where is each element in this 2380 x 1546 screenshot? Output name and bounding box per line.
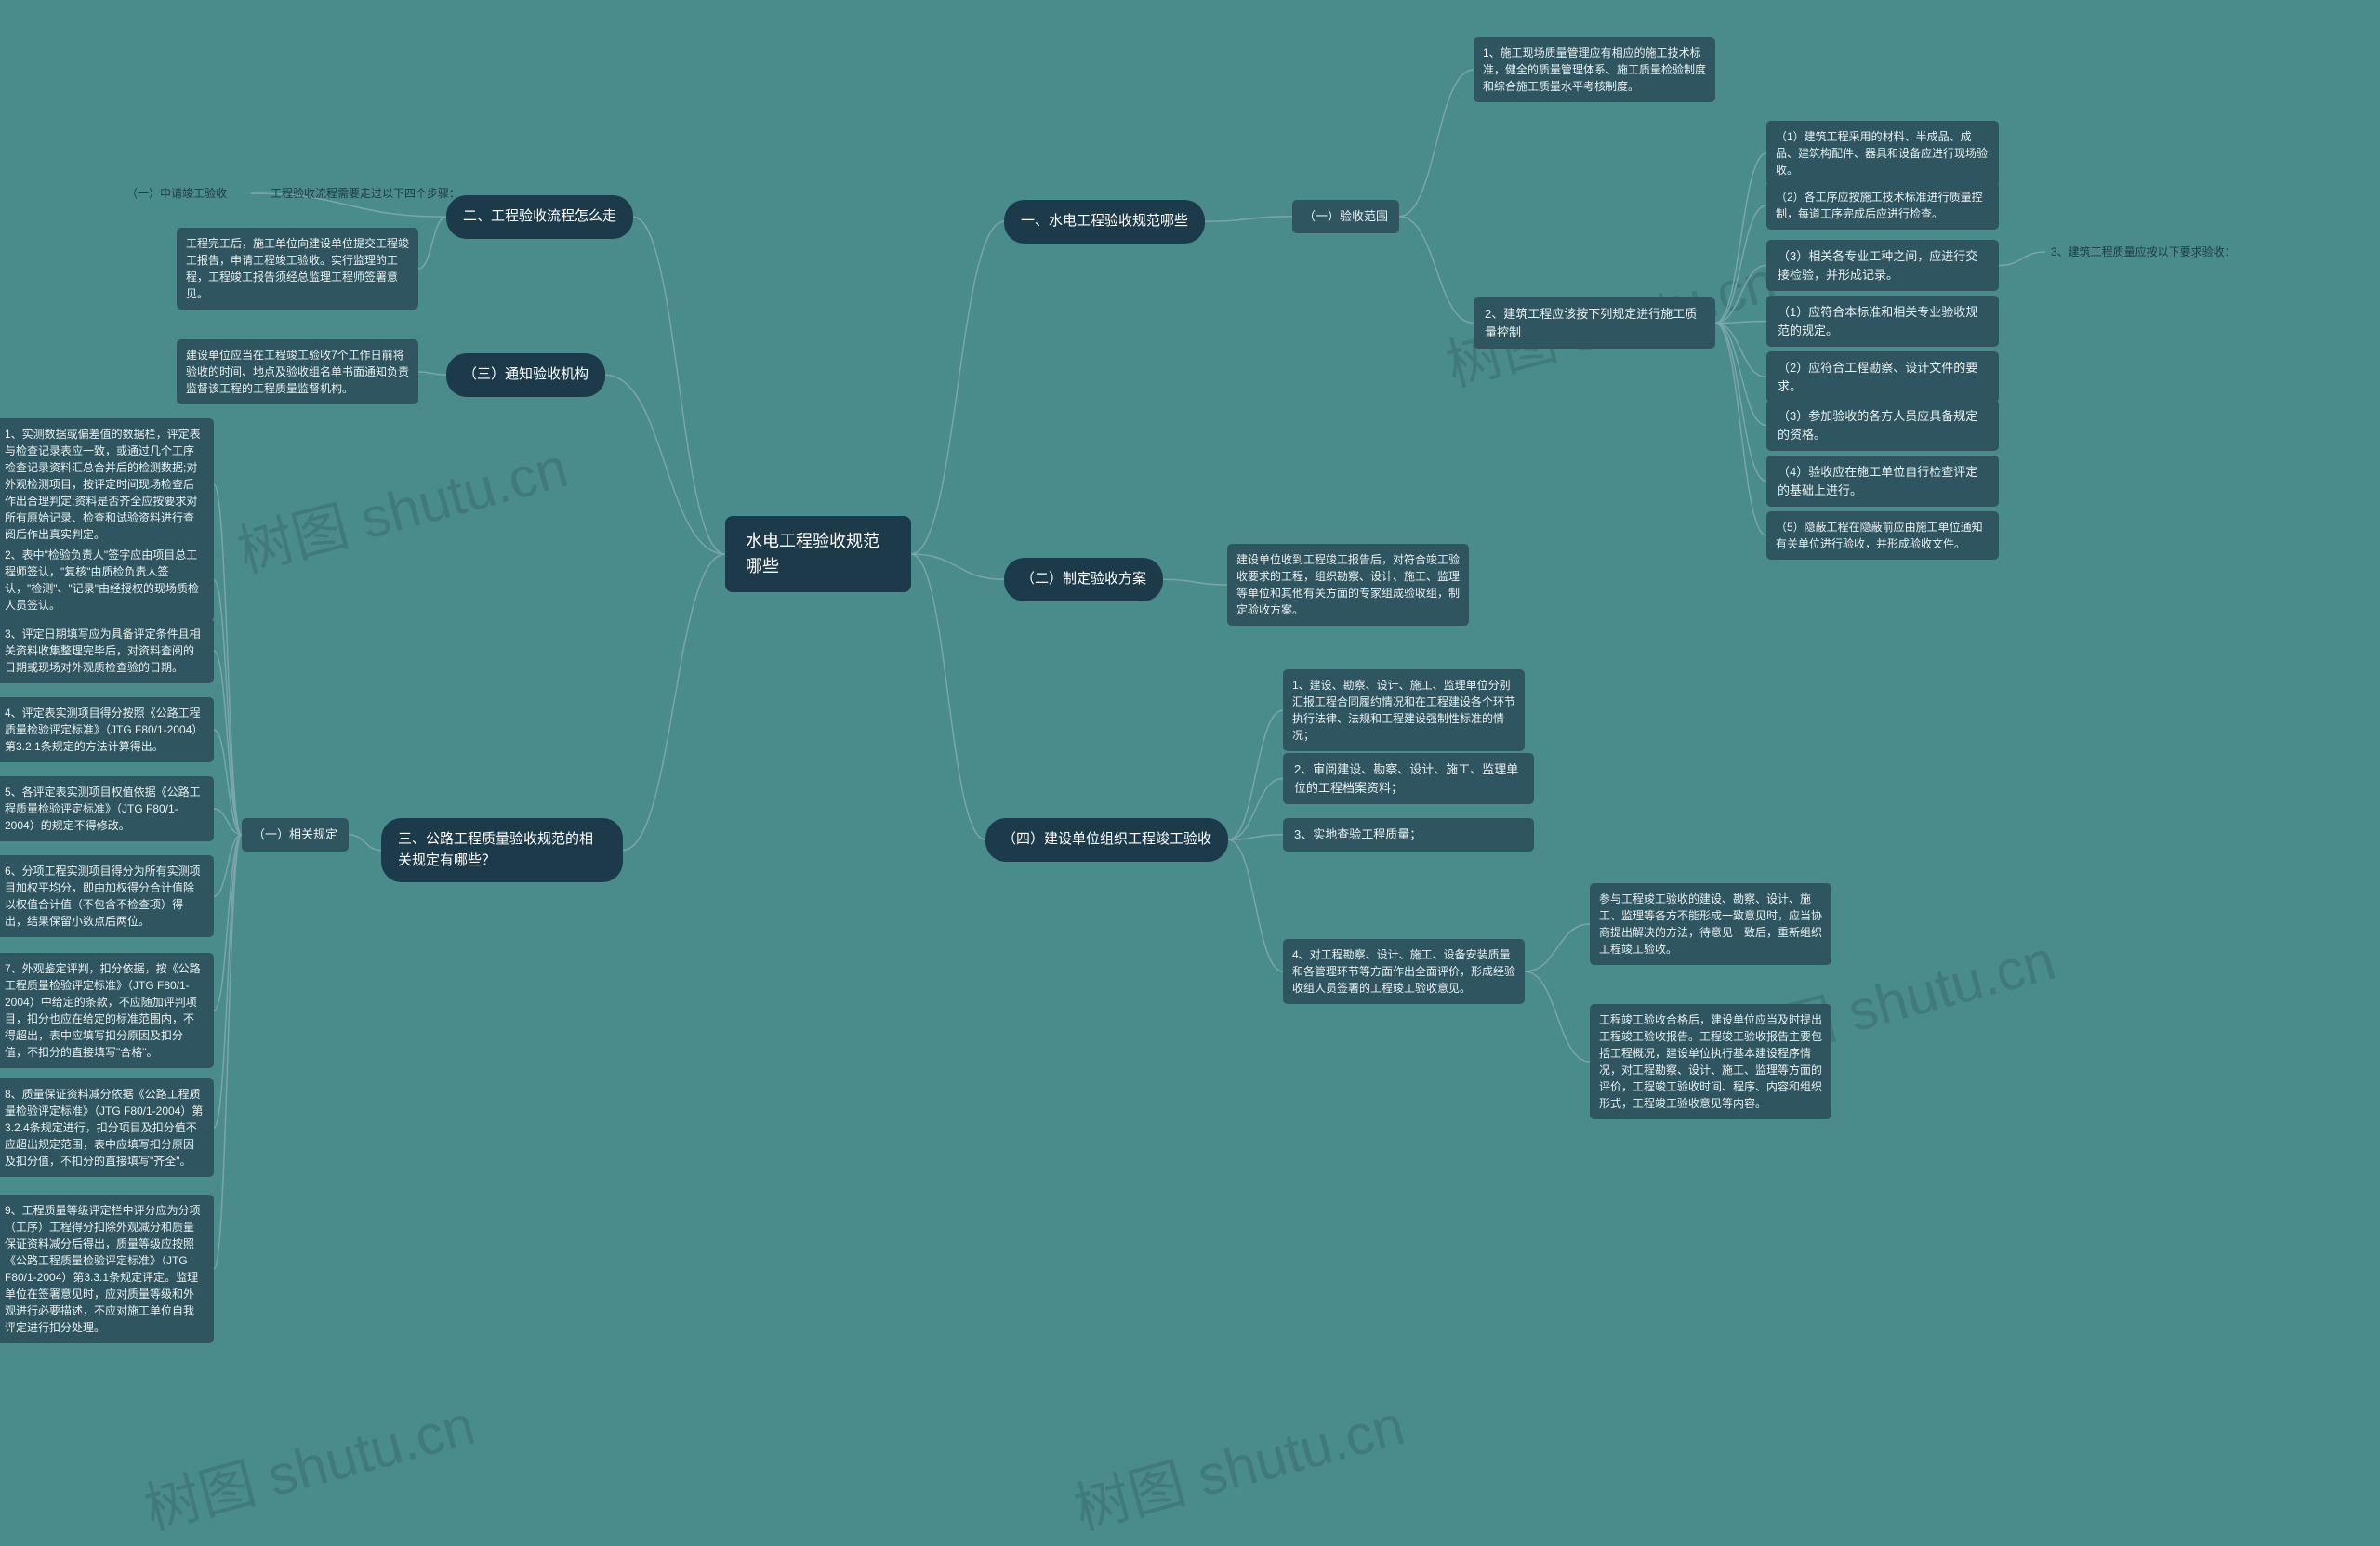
mindmap-node-b1_s2_2[interactable]: （2）各工序应按施工技术标准进行质量控制，每道工序完成后应进行检查。 bbox=[1766, 181, 1999, 230]
mindmap-node-root[interactable]: 水电工程验收规范哪些 bbox=[725, 516, 911, 592]
edge bbox=[349, 835, 381, 851]
mindmap-node-b1_scope[interactable]: （一）验收范围 bbox=[1292, 200, 1399, 233]
mindmap-node-b_plan_1[interactable]: 建设单位收到工程竣工报告后，对符合竣工验收要求的工程，组织勘察、设计、施工、监理… bbox=[1227, 544, 1469, 626]
mindmap-node-b_org_3[interactable]: 3、实地查验工程质量； bbox=[1283, 818, 1534, 852]
edge bbox=[1228, 839, 1283, 971]
edge bbox=[1399, 70, 1474, 217]
mindmap-node-b_notify[interactable]: （三）通知验收机构 bbox=[446, 353, 605, 397]
mindmap-node-b1_q3[interactable]: 3、建筑工程质量应按以下要求验收： bbox=[2045, 240, 2259, 264]
mindmap-node-b1_s2_5[interactable]: （2）应符合工程勘察、设计文件的要求。 bbox=[1766, 351, 1999, 403]
mindmap-node-b_org_1[interactable]: 1、建设、勘察、设计、施工、监理单位分别汇报工程合同履约情况和在工程建设各个环节… bbox=[1283, 669, 1525, 751]
edge bbox=[1205, 217, 1292, 222]
edge bbox=[1399, 217, 1474, 324]
edge bbox=[1715, 324, 1766, 536]
mindmap-node-r6[interactable]: 6、分项工程实测项目得分为所有实测项目加权平均分，即由加权得分合计值除以权值合计… bbox=[0, 855, 214, 937]
mindmap-node-b1_s2_7[interactable]: （4）验收应在施工单位自行检查评定的基础上进行。 bbox=[1766, 456, 1999, 507]
mindmap-node-b1_s1[interactable]: 1、施工现场质量管理应有相应的施工技术标准，健全的质量管理体系、施工质量检验制度… bbox=[1474, 37, 1715, 102]
edge bbox=[214, 835, 242, 1269]
mindmap-node-r4[interactable]: 4、评定表实测项目得分按照《公路工程质量检验评定标准》（JTG F80/1-20… bbox=[0, 697, 214, 762]
mindmap-node-b1_s2_3[interactable]: （3）相关各专业工种之间，应进行交接检验，并形成记录。 bbox=[1766, 240, 1999, 291]
mindmap-node-b1[interactable]: 一、水电工程验收规范哪些 bbox=[1004, 200, 1205, 244]
mindmap-node-b1_s2_4[interactable]: （1）应符合本标准和相关专业验收规范的规定。 bbox=[1766, 296, 1999, 347]
mindmap-node-b_notify_1[interactable]: 建设单位应当在工程竣工验收7个工作日前将验收的时间、地点及验收组名单书面通知负责… bbox=[177, 339, 418, 404]
edge bbox=[911, 554, 985, 839]
mindmap-node-b_road[interactable]: 三、公路工程质量验收规范的相关规定有哪些？ bbox=[381, 818, 623, 882]
edge bbox=[1525, 924, 1590, 971]
edge bbox=[1715, 153, 1766, 324]
mindmap-node-b_org_4a[interactable]: 参与工程竣工验收的建设、勘察、设计、施工、监理等各方不能形成一致意见时，应当协商… bbox=[1590, 883, 1831, 965]
mindmap-node-r3[interactable]: 3、评定日期填写应为具备评定条件且相关资料收集整理完毕后，对资料查阅的日期或现场… bbox=[0, 618, 214, 683]
edge bbox=[1228, 779, 1283, 840]
edge bbox=[1999, 252, 2045, 266]
mindmap-node-b_flow_b[interactable]: 工程完工后，施工单位向建设单位提交工程竣工报告，申请工程竣工验收。实行监理的工程… bbox=[177, 228, 418, 310]
mindmap-node-b_org_2[interactable]: 2、审阅建设、勘察、设计、施工、监理单位的工程档案资料； bbox=[1283, 753, 1534, 804]
edge bbox=[623, 554, 725, 851]
mindmap-node-r5[interactable]: 5、各评定表实测项目权值依据《公路工程质量检验评定标准》（JTG F80/1-2… bbox=[0, 776, 214, 841]
mindmap-node-r1[interactable]: 1、实测数据或偏差值的数据栏，评定表与检查记录表应一致，或通过几个工序检查记录资… bbox=[0, 418, 214, 550]
mindmap-node-b_org_4b[interactable]: 工程竣工验收合格后，建设单位应当及时提出工程竣工验收报告。工程竣工验收报告主要包… bbox=[1590, 1004, 1831, 1119]
edge bbox=[1715, 205, 1766, 324]
mindmap-node-b_org_4[interactable]: 4、对工程勘察、设计、施工、设备安装质量和各管理环节等方面作出全面评价，形成经验… bbox=[1283, 939, 1525, 1004]
mindmap-node-b_flow[interactable]: 二、工程验收流程怎么走 bbox=[446, 195, 633, 239]
mindmap-node-b_org[interactable]: （四）建设单位组织工程竣工验收 bbox=[985, 818, 1228, 862]
edge bbox=[911, 221, 1004, 554]
edge bbox=[1163, 579, 1227, 585]
edge bbox=[605, 375, 725, 554]
edge bbox=[214, 651, 242, 835]
edge bbox=[214, 835, 242, 1128]
mindmap-node-b_plan[interactable]: （二）制定验收方案 bbox=[1004, 558, 1163, 601]
edge bbox=[911, 554, 1004, 579]
mindmap-node-r2[interactable]: 2、表中"检验负责人"签字应由项目总工程师签认，"复核"由质检负责人签认，"检测… bbox=[0, 539, 214, 621]
edge bbox=[1715, 324, 1766, 426]
mindmap-node-r7[interactable]: 7、外观鉴定评判，扣分依据，按《公路工程质量检验评定标准》（JTG F80/1-… bbox=[0, 953, 214, 1068]
edge bbox=[214, 580, 242, 835]
mindmap-node-r9[interactable]: 9、工程质量等级评定栏中评分应为分项（工序）工程得分扣除外观减分和质量保证资料减… bbox=[0, 1195, 214, 1343]
edge bbox=[418, 217, 446, 269]
edge bbox=[1228, 710, 1283, 839]
mindmap-node-b1_s2_1[interactable]: （1）建筑工程采用的材料、半成品、成品、建筑构配件、器具和设备应进行现场验收。 bbox=[1766, 121, 1999, 186]
mindmap-node-b1_s2_6[interactable]: （3）参加验收的各方人员应具备规定的资格。 bbox=[1766, 400, 1999, 451]
mindmap-node-r8[interactable]: 8、质量保证资料减分依据《公路工程质量检验评定标准》（JTG F80/1-200… bbox=[0, 1078, 214, 1177]
mindmap-node-b_road_rel[interactable]: （一）相关规定 bbox=[242, 818, 349, 852]
edge bbox=[1715, 266, 1766, 324]
mindmap-node-b_flow_a[interactable]: （一）申请竣工验收 bbox=[121, 181, 251, 205]
mindmap-node-b1_s2[interactable]: 2、建筑工程应该按下列规定进行施工质量控制 bbox=[1474, 297, 1715, 349]
edge bbox=[1525, 971, 1590, 1062]
mindmap-node-b_flow_a1[interactable]: 工程验收流程需要走过以下四个步骤： bbox=[265, 181, 469, 205]
edge bbox=[418, 372, 446, 375]
mindmap-node-b1_s2_8[interactable]: （5）隐蔽工程在隐蔽前应由施工单位通知有关单位进行验收，并形成验收文件。 bbox=[1766, 511, 1999, 560]
edge bbox=[1715, 324, 1766, 482]
